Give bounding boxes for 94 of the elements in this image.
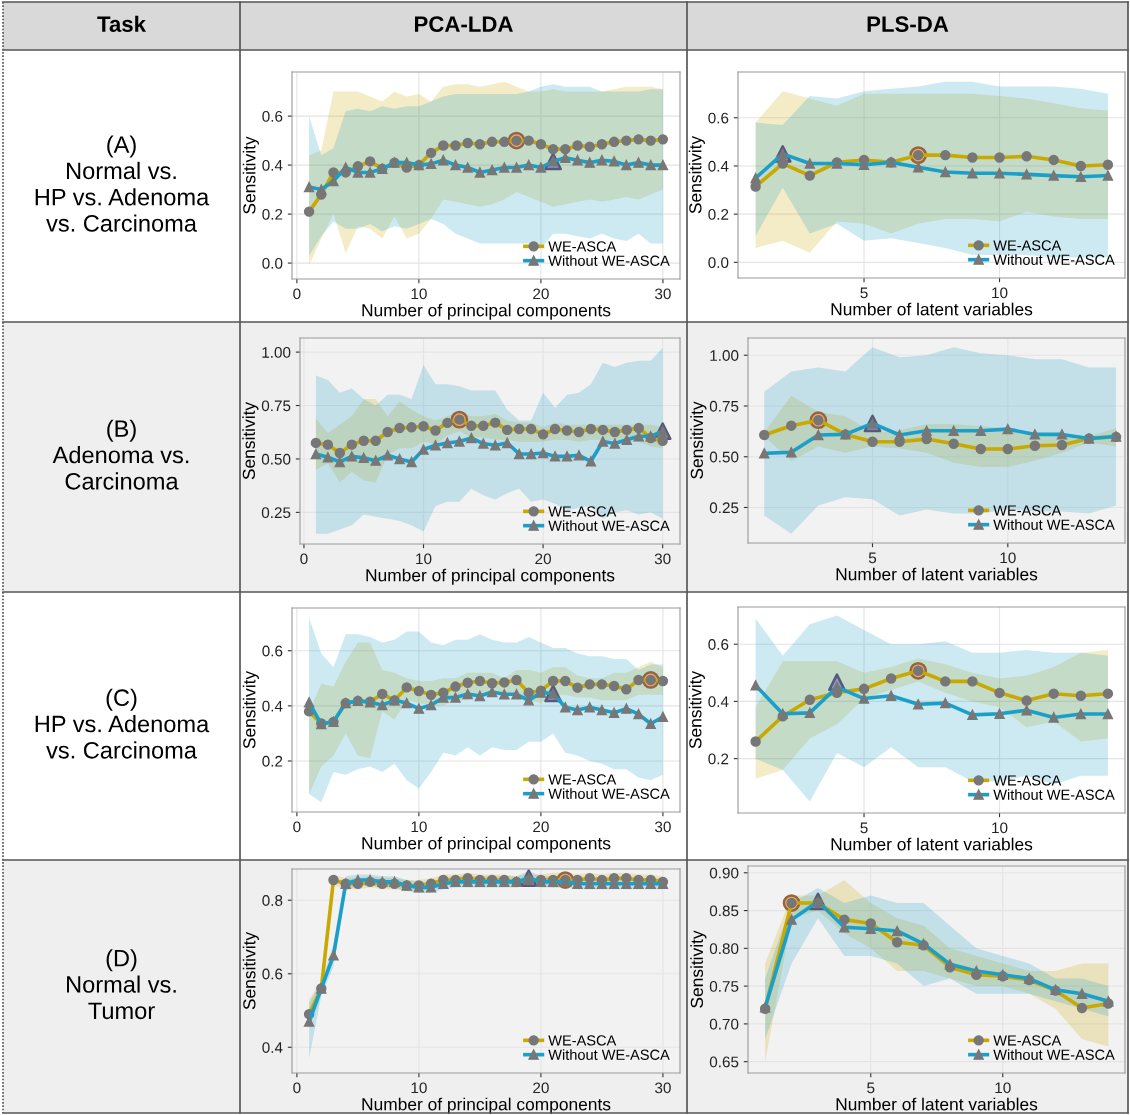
x-axis-title: Number of latent variables xyxy=(831,837,1033,851)
x-tick-label: 10 xyxy=(992,822,1008,834)
x-tick-label: 30 xyxy=(655,1082,671,1094)
x-tick-label: 0 xyxy=(293,1082,301,1094)
legend-label: Without WE-ASCA xyxy=(993,1049,1115,1060)
y-tick-label: 0.4 xyxy=(262,159,283,171)
x-axis-title: Number of principal components xyxy=(366,568,615,585)
y-tick-label: 1.00 xyxy=(710,350,739,361)
legend-label: Without WE-ASCA xyxy=(548,520,670,531)
y-tick-label: 0.4 xyxy=(262,700,283,712)
y-tick-label: 0.6 xyxy=(262,968,283,980)
y-axis-title: Sensitivity xyxy=(688,135,705,214)
y-tick-label: 0.2 xyxy=(708,753,729,765)
x-axis-title: Number of latent variables xyxy=(831,302,1033,316)
legend-label: WE-ASCA xyxy=(548,506,617,517)
text: Task xyxy=(97,15,147,32)
x-tick-label: 10 xyxy=(411,1082,427,1094)
y-tick-label: 0.80 xyxy=(709,943,739,955)
legend-label: WE-ASCA xyxy=(993,240,1062,251)
x-axis-title: Number of latent variables xyxy=(836,567,1038,581)
y-tick-label: 0.50 xyxy=(261,453,291,465)
y-axis-title: Sensitivity xyxy=(242,931,259,1010)
legend-label: WE-ASCA xyxy=(548,774,617,785)
y-tick-label: 0.25 xyxy=(261,507,291,519)
x-tick-label: 5 xyxy=(867,1082,875,1094)
y-tick-label: 0.4 xyxy=(262,1042,283,1053)
chart-title: PCA-LDA xyxy=(414,16,513,32)
x-tick-label: 0 xyxy=(293,288,301,300)
x-tick-label: 0 xyxy=(293,821,301,833)
y-tick-label: 0.25 xyxy=(709,502,739,514)
legend-label: Without WE-ASCA xyxy=(548,255,670,266)
legend-label: WE-ASCA xyxy=(548,1035,617,1046)
x-tick-label: 30 xyxy=(655,288,671,300)
y-tick-label: 0.2 xyxy=(262,755,283,767)
x-tick-label: 5 xyxy=(860,822,868,834)
y-tick-label: 0.6 xyxy=(708,639,729,650)
x-tick-label: 30 xyxy=(654,553,671,565)
x-tick-label: 5 xyxy=(860,287,868,299)
y-tick-label: 0.85 xyxy=(709,905,739,917)
y-axis-title: Sensitivity xyxy=(242,401,259,480)
y-tick-label: 0.6 xyxy=(262,110,283,122)
x-tick-label: 5 xyxy=(868,552,877,564)
text: (C) HP vs. Adenoma vs. Carcinoma xyxy=(35,688,210,759)
legend-label: Without WE-ASCA xyxy=(993,789,1115,800)
legend-label: Without WE-ASCA xyxy=(548,1049,670,1060)
x-tick-label: 20 xyxy=(533,288,549,300)
legend-label: Without WE-ASCA xyxy=(993,254,1115,265)
text: (B) Adenoma vs. Carcinoma xyxy=(52,419,189,490)
x-tick-label: 10 xyxy=(411,821,427,833)
x-tick-label: 10 xyxy=(416,553,432,565)
x-tick-label: 30 xyxy=(655,821,671,833)
x-axis-title: Number of principal components xyxy=(362,836,611,853)
y-tick-label: 0.50 xyxy=(709,451,739,463)
y-tick-label: 0.0 xyxy=(262,257,283,269)
y-tick-label: 0.0 xyxy=(708,257,729,269)
y-tick-label: 0.75 xyxy=(261,400,291,412)
x-tick-label: 20 xyxy=(533,821,549,833)
y-axis-title: Sensitivity xyxy=(690,401,707,479)
y-tick-label: 0.75 xyxy=(709,980,739,992)
legend-label: WE-ASCA xyxy=(993,505,1062,516)
legend-label: Without WE-ASCA xyxy=(548,788,670,799)
y-tick-label: 0.65 xyxy=(709,1056,739,1068)
y-tick-label: 0.4 xyxy=(708,160,729,172)
text: (A) Normal vs. HP vs. Adenoma vs. Carcinoma xyxy=(35,135,210,232)
x-tick-label: 0 xyxy=(300,553,308,565)
x-tick-label: 20 xyxy=(535,553,551,565)
y-tick-label: 0.4 xyxy=(708,696,729,708)
y-tick-label: 0.2 xyxy=(262,208,283,220)
legend-label: WE-ASCA xyxy=(548,241,617,252)
legend-label: WE-ASCA xyxy=(993,775,1062,786)
x-tick-label: 10 xyxy=(995,1082,1011,1094)
text: (D) Normal vs. Tumor xyxy=(67,949,176,1020)
chart-title: PLS-DA xyxy=(867,16,949,32)
y-tick-label: 0.6 xyxy=(708,112,729,124)
x-axis-title: Number of principal components xyxy=(362,303,611,320)
y-tick-label: 0.8 xyxy=(262,895,283,906)
legend-label: WE-ASCA xyxy=(993,1035,1062,1046)
y-tick-label: 0.6 xyxy=(262,645,283,657)
y-tick-label: 0.2 xyxy=(708,209,729,220)
x-tick-label: 10 xyxy=(1000,552,1016,564)
x-axis-title: Number of latent variables xyxy=(836,1097,1038,1111)
y-axis-title: Sensitivity xyxy=(242,670,259,749)
x-tick-label: 10 xyxy=(411,288,427,300)
x-axis-title: Number of principal components xyxy=(362,1097,611,1114)
x-tick-label: 10 xyxy=(992,287,1008,299)
x-tick-label: 20 xyxy=(533,1082,549,1094)
legend-label: Without WE-ASCA xyxy=(993,519,1115,530)
y-axis-title: Sensitivity xyxy=(688,670,705,749)
y-axis-title: Sensitivity xyxy=(690,930,707,1008)
y-tick-label: 0.90 xyxy=(709,867,739,879)
y-tick-label: 0.70 xyxy=(709,1018,739,1030)
y-axis-title: Sensitivity xyxy=(242,136,259,214)
y-tick-label: 0.75 xyxy=(709,400,739,412)
y-tick-label: 1.00 xyxy=(262,346,291,358)
